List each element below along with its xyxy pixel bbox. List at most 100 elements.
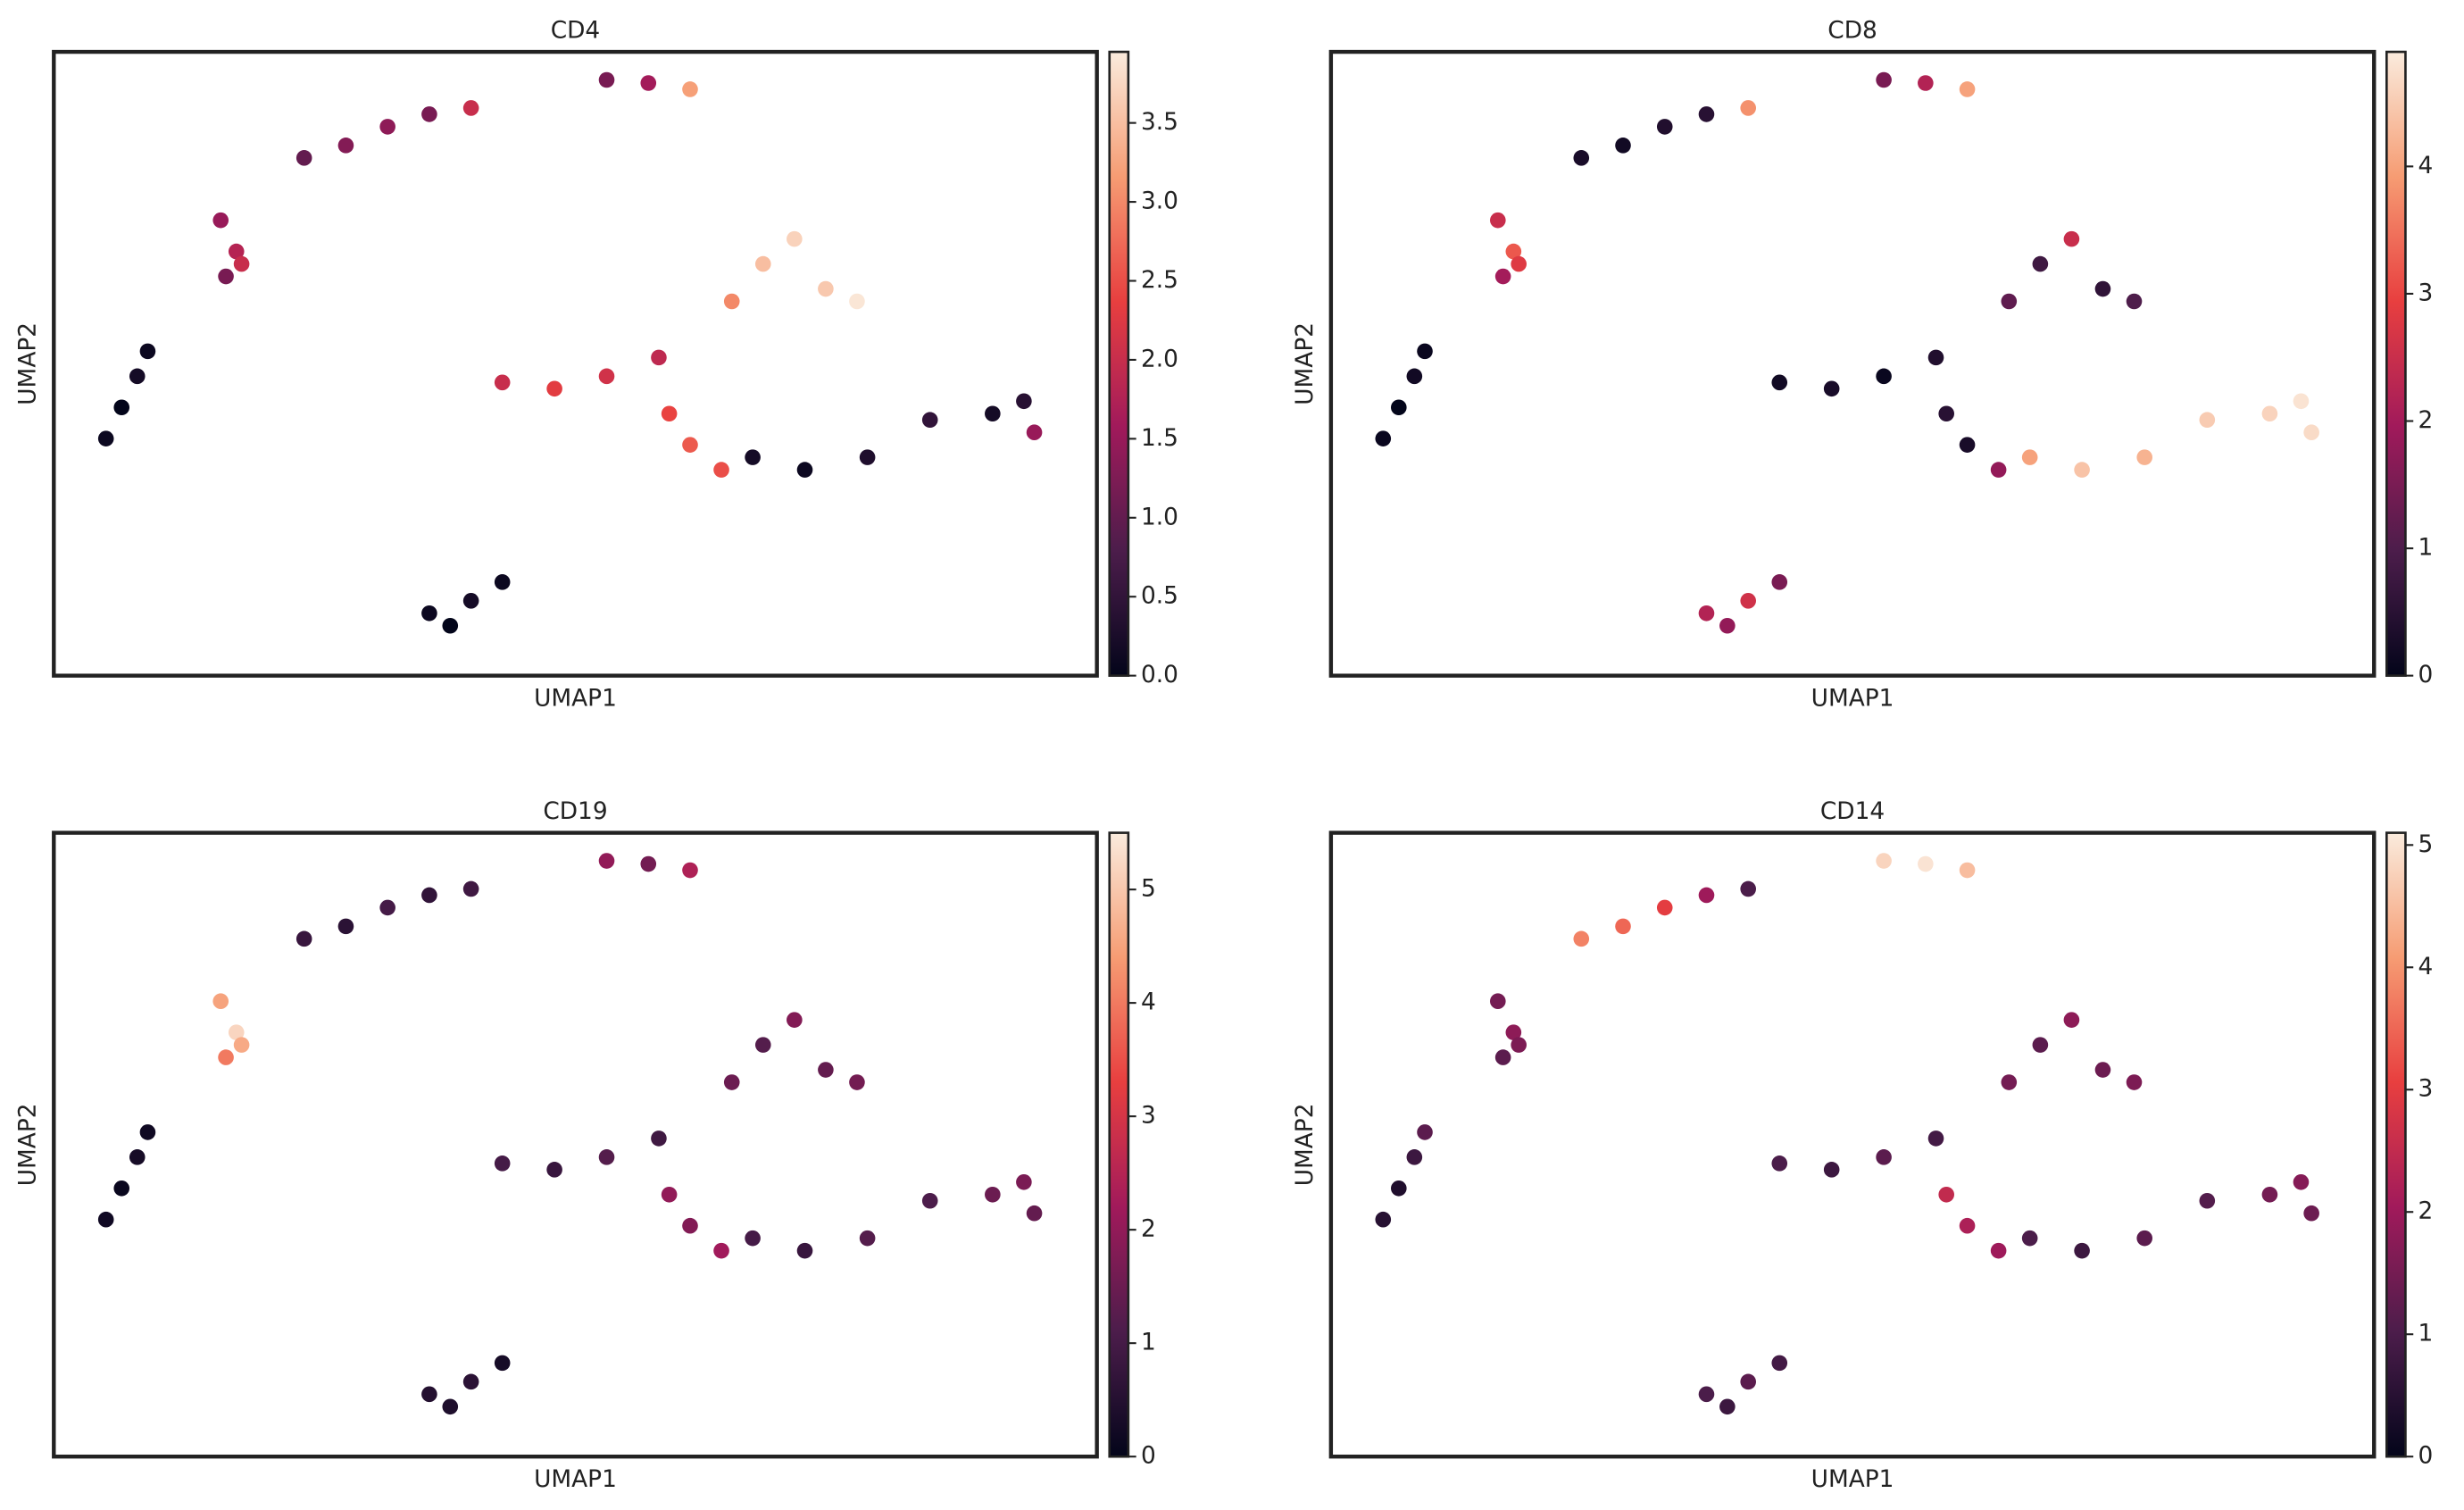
cell-point — [494, 1355, 511, 1372]
cell-point — [1505, 243, 1522, 260]
cell-point — [421, 106, 437, 122]
x-axis-label: UMAP1 — [1811, 1466, 1894, 1493]
cell-point — [228, 243, 245, 260]
cell-point — [2261, 1186, 2278, 1203]
cell-point — [1876, 853, 1892, 869]
colorbar — [1108, 50, 1130, 677]
cell-point — [1016, 393, 1032, 410]
cell-point — [1918, 855, 1934, 872]
cell-point — [849, 1074, 865, 1090]
colorbar-tick-label: 3 — [2418, 1076, 2434, 1103]
cell-point — [113, 1180, 130, 1197]
y-axis-label: UMAP2 — [1292, 1103, 1319, 1186]
cell-point — [713, 462, 729, 478]
cell-point — [754, 255, 771, 272]
cell-point — [296, 930, 312, 947]
cell-point — [2074, 462, 2090, 478]
colorbar-tick-label: 1 — [2418, 1321, 2434, 1347]
cell-point — [2199, 1192, 2216, 1209]
cell-point — [723, 293, 740, 310]
cell-point — [1959, 862, 1976, 879]
panel-title: CD14 — [1820, 798, 1885, 825]
x-axis-label: UMAP1 — [534, 686, 617, 713]
cell-point — [1573, 150, 1590, 166]
cell-point — [1876, 71, 1892, 88]
cell-point — [713, 1242, 729, 1259]
cell-point — [2032, 1037, 2049, 1053]
cell-point — [494, 374, 511, 391]
cell-point — [921, 1192, 938, 1209]
cell-point — [1740, 1373, 1757, 1390]
cell-point — [2199, 412, 2216, 429]
cell-point — [1698, 106, 1715, 122]
cell-point — [1375, 1211, 1392, 1228]
colorbar-tick-label: 5 — [1141, 876, 1156, 903]
cell-point — [661, 405, 678, 422]
cell-point — [682, 81, 698, 97]
cell-point — [494, 1155, 511, 1172]
cell-point — [233, 1037, 250, 1053]
cell-point — [139, 1124, 156, 1140]
cell-point — [442, 1398, 459, 1415]
colorbar-tick-label: 2 — [2418, 1198, 2434, 1225]
cell-point — [2063, 230, 2080, 247]
cell-point — [228, 1024, 245, 1040]
y-axis-label: UMAP2 — [1292, 322, 1319, 405]
cell-point — [546, 1162, 562, 1178]
cell-point — [1938, 1186, 1955, 1203]
colorbar-tick-label: 0 — [2418, 662, 2434, 688]
cell-point — [113, 399, 130, 416]
cell-point — [796, 462, 813, 478]
colorbar-tick-label: 3 — [1141, 1103, 1156, 1130]
cell-point — [985, 405, 1001, 422]
cell-point — [218, 1049, 234, 1065]
cell-point — [1490, 993, 1506, 1010]
panel-title: CD19 — [543, 798, 607, 825]
cell-point — [442, 617, 459, 634]
cell-point — [2126, 293, 2143, 310]
cell-point — [745, 1230, 761, 1247]
cell-point — [651, 349, 667, 366]
cell-point — [1698, 1386, 1715, 1403]
cell-point — [1771, 1155, 1788, 1172]
cell-point — [1511, 255, 1527, 272]
cell-point — [1740, 880, 1757, 897]
panel-title: CD8 — [1827, 18, 1877, 45]
cell-point — [462, 100, 479, 116]
cell-point — [421, 887, 437, 904]
colorbar-tick-label: 4 — [1141, 989, 1156, 1016]
cell-point — [2021, 449, 2038, 465]
cell-point — [640, 855, 657, 872]
cell-point — [1698, 605, 1715, 622]
cell-point — [1990, 462, 2007, 478]
cell-point — [1959, 1217, 1976, 1234]
cell-point — [1494, 268, 1511, 285]
axes-frame — [52, 49, 1099, 678]
cell-point — [859, 449, 876, 465]
cell-point — [1771, 374, 1788, 391]
cell-point — [546, 380, 562, 397]
cell-point — [1771, 1355, 1788, 1372]
cell-point — [379, 119, 395, 135]
colorbar-tick-label: 1.0 — [1141, 504, 1178, 530]
colorbar-tick-label: 0 — [2418, 1443, 2434, 1470]
cell-point — [1876, 368, 1892, 385]
cell-point — [337, 138, 354, 154]
cell-point — [1771, 574, 1788, 590]
colorbar-tick-label: 1 — [2418, 535, 2434, 562]
cell-point — [2261, 405, 2278, 422]
cell-point — [1026, 1205, 1043, 1222]
cell-point — [1927, 349, 1944, 366]
cell-point — [2063, 1012, 2080, 1028]
colorbar-tick-label: 3.0 — [1141, 188, 1178, 215]
cell-point — [723, 1074, 740, 1090]
y-axis-label: UMAP2 — [15, 1103, 42, 1186]
cell-point — [1740, 100, 1757, 116]
cell-point — [421, 605, 437, 622]
colorbar-tick-label: 1.5 — [1141, 425, 1178, 452]
cell-point — [2001, 293, 2018, 310]
colorbar-tick-label: 0.5 — [1141, 583, 1178, 610]
cell-point — [682, 1217, 698, 1234]
cell-point — [421, 1386, 437, 1403]
